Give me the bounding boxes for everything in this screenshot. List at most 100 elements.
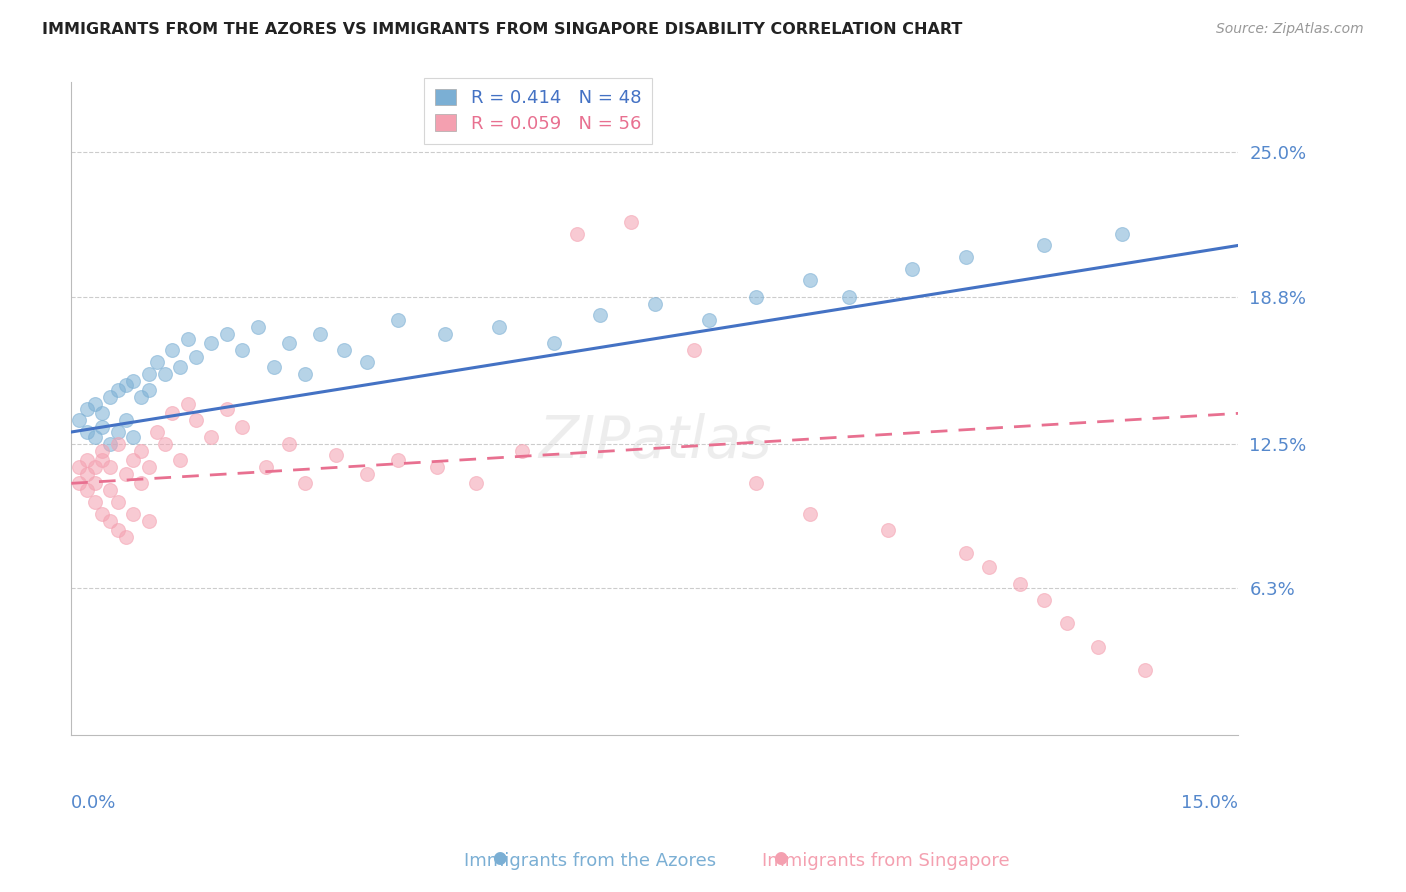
Point xyxy=(76,483,98,498)
Point xyxy=(114,413,136,427)
Point xyxy=(620,215,643,229)
Point xyxy=(332,343,354,358)
Point xyxy=(169,359,191,374)
Point xyxy=(356,467,378,481)
Point xyxy=(433,326,456,341)
Point xyxy=(107,523,129,537)
Point xyxy=(215,401,238,416)
Text: 15.0%: 15.0% xyxy=(1181,794,1239,812)
Point xyxy=(745,476,768,491)
Point xyxy=(254,460,277,475)
Point xyxy=(426,460,449,475)
Point xyxy=(263,359,285,374)
Point xyxy=(98,514,121,528)
Point xyxy=(83,476,105,491)
Point xyxy=(1032,593,1054,607)
Point xyxy=(153,367,176,381)
Point xyxy=(122,374,145,388)
Point xyxy=(900,261,922,276)
Point xyxy=(246,320,269,334)
Point xyxy=(114,530,136,544)
Point xyxy=(91,406,114,420)
Point xyxy=(799,273,821,287)
Point xyxy=(644,297,666,311)
Point xyxy=(138,460,160,475)
Point xyxy=(278,436,301,450)
Point xyxy=(955,250,977,264)
Point xyxy=(799,507,821,521)
Text: Immigrants from the Azores: Immigrants from the Azores xyxy=(464,852,717,870)
Point xyxy=(76,425,98,439)
Text: Source: ZipAtlas.com: Source: ZipAtlas.com xyxy=(1216,22,1364,37)
Point xyxy=(1056,616,1078,631)
Point xyxy=(184,413,207,427)
Point xyxy=(107,495,129,509)
Point xyxy=(177,332,200,346)
Text: ZIPatlas: ZIPatlas xyxy=(538,413,772,470)
Point xyxy=(83,430,105,444)
Point xyxy=(83,460,105,475)
Point xyxy=(122,453,145,467)
Point xyxy=(215,326,238,341)
Point xyxy=(67,476,90,491)
Point xyxy=(1133,663,1156,677)
Point xyxy=(488,320,510,334)
Text: 0.0%: 0.0% xyxy=(72,794,117,812)
Point xyxy=(838,290,860,304)
Point xyxy=(565,227,588,241)
Point xyxy=(91,443,114,458)
Point xyxy=(122,430,145,444)
Point xyxy=(979,560,1001,574)
Point xyxy=(589,309,612,323)
Point xyxy=(76,467,98,481)
Text: Immigrants from Singapore: Immigrants from Singapore xyxy=(762,852,1010,870)
Point xyxy=(387,453,409,467)
Text: ●: ● xyxy=(773,849,787,867)
Point xyxy=(67,460,90,475)
Point xyxy=(278,336,301,351)
Point xyxy=(83,397,105,411)
Point xyxy=(76,453,98,467)
Point xyxy=(294,476,316,491)
Point xyxy=(464,476,486,491)
Point xyxy=(146,355,169,369)
Point xyxy=(153,436,176,450)
Point xyxy=(146,425,169,439)
Point xyxy=(162,343,184,358)
Legend: R = 0.414   N = 48, R = 0.059   N = 56: R = 0.414 N = 48, R = 0.059 N = 56 xyxy=(425,78,652,144)
Point xyxy=(955,546,977,560)
Point xyxy=(107,425,129,439)
Point xyxy=(294,367,316,381)
Point xyxy=(1032,238,1054,252)
Point xyxy=(309,326,332,341)
Point xyxy=(512,443,534,458)
Point xyxy=(98,390,121,404)
Point xyxy=(877,523,900,537)
Point xyxy=(162,406,184,420)
Point xyxy=(184,351,207,365)
Point xyxy=(169,453,191,467)
Point xyxy=(356,355,378,369)
Point xyxy=(177,397,200,411)
Point xyxy=(91,507,114,521)
Point xyxy=(114,378,136,392)
Point xyxy=(138,367,160,381)
Point xyxy=(98,460,121,475)
Point xyxy=(325,448,347,462)
Point xyxy=(129,390,152,404)
Point xyxy=(1111,227,1133,241)
Point xyxy=(129,476,152,491)
Point xyxy=(231,343,253,358)
Text: IMMIGRANTS FROM THE AZORES VS IMMIGRANTS FROM SINGAPORE DISABILITY CORRELATION C: IMMIGRANTS FROM THE AZORES VS IMMIGRANTS… xyxy=(42,22,963,37)
Point xyxy=(91,453,114,467)
Point xyxy=(543,336,565,351)
Point xyxy=(745,290,768,304)
Point xyxy=(200,336,222,351)
Point xyxy=(83,495,105,509)
Point xyxy=(682,343,704,358)
Point xyxy=(129,443,152,458)
Point xyxy=(1010,576,1032,591)
Point xyxy=(67,413,90,427)
Point xyxy=(387,313,409,327)
Point xyxy=(138,383,160,397)
